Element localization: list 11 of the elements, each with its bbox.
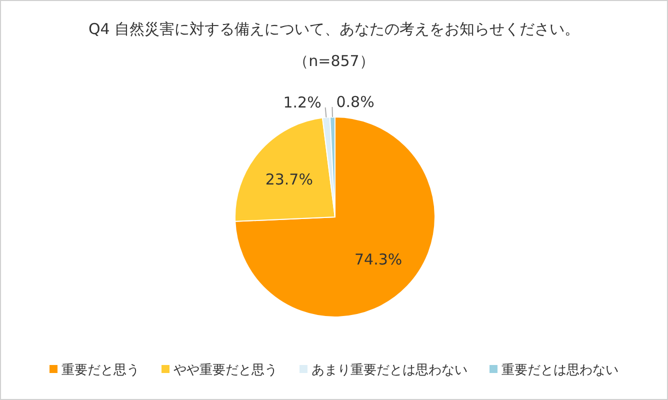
- legend-label: あまり重要だとは思わない: [312, 363, 468, 378]
- chart-title: Q4 自然災害に対する備えについて、あなたの考えをお知らせください。: [88, 20, 580, 38]
- data-label: 23.7%: [265, 170, 313, 188]
- data-label: 0.8%: [336, 93, 374, 112]
- pie-slice: [234, 116, 436, 318]
- chart-subtitle: （n=857）: [294, 52, 374, 70]
- data-label: 74.3%: [354, 250, 402, 268]
- legend-label: 重要だと思う: [62, 363, 140, 378]
- data-label: 1.2%: [283, 93, 322, 112]
- legend-label: やや重要だと思う: [174, 363, 278, 378]
- legend-label: 重要だとは思わない: [502, 363, 618, 378]
